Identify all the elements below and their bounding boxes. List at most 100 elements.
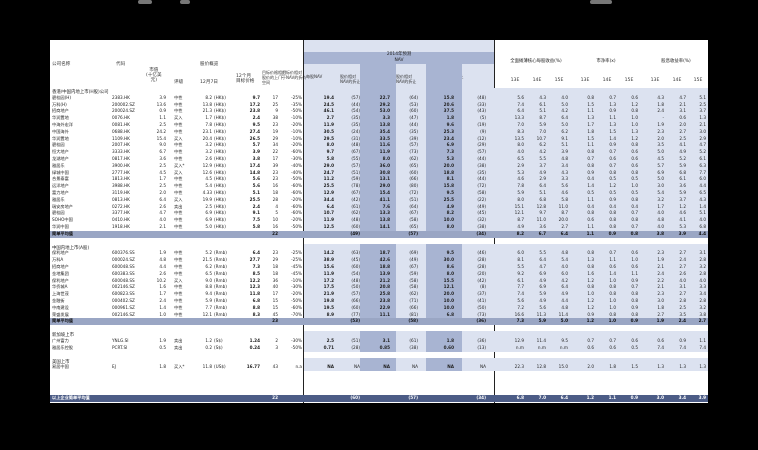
table-cell: 4.9 bbox=[539, 169, 546, 175]
table-cell: 600383.SS bbox=[112, 270, 135, 276]
table-cell: 0.7 bbox=[609, 94, 616, 100]
table-cell: 3.5 bbox=[679, 311, 686, 317]
table-cell: 14.1 bbox=[379, 224, 390, 229]
table-cell: (19) bbox=[477, 122, 486, 127]
table-cell: 1109.HK bbox=[112, 135, 130, 141]
table-cell: (58) bbox=[409, 277, 418, 283]
table-cell: 15.1 bbox=[514, 203, 524, 209]
table-cell: 5.8 bbox=[326, 156, 334, 161]
table-cell: 12.3 bbox=[249, 284, 260, 290]
table-cell: 13.5 bbox=[514, 135, 524, 141]
average-value: 6.8 bbox=[516, 395, 524, 400]
table-cell: (35) bbox=[409, 128, 418, 134]
table-cell: 5.4 bbox=[205, 183, 212, 189]
table-cell: 10.7 bbox=[323, 210, 334, 216]
table-cell: 11.9 bbox=[323, 270, 334, 276]
table-cell: (51) bbox=[351, 169, 360, 175]
table-cell: 华润置地 bbox=[52, 135, 69, 141]
table-cell: -10% bbox=[291, 128, 302, 134]
table-cell: 16.6 bbox=[514, 311, 524, 317]
year-header: 13E bbox=[650, 78, 660, 83]
table-cell: 1.24 bbox=[249, 338, 260, 343]
rating-header: 评级 bbox=[174, 80, 184, 85]
table-cell: PCRT.SI bbox=[112, 344, 128, 350]
table-cell: 4.0 bbox=[657, 210, 664, 216]
table-cell: 1.0 bbox=[609, 304, 616, 310]
table-cell: 6.0 bbox=[517, 250, 524, 256]
table-cell: 0.5 bbox=[609, 176, 616, 182]
section-1-nav-shade bbox=[304, 243, 494, 319]
table-cell: 24.5 bbox=[323, 101, 334, 107]
table-cell: 0.7 bbox=[609, 162, 616, 168]
table-cell: 23.1 bbox=[202, 128, 212, 134]
table-cell: 4.3 bbox=[539, 94, 546, 100]
table-cell: 25.5 bbox=[249, 196, 260, 202]
average-row-bar bbox=[50, 395, 708, 402]
table-cell: 19.5 bbox=[323, 304, 334, 310]
table-cell: YNLG.SI bbox=[112, 338, 129, 343]
average-nav-discount: (60) bbox=[350, 395, 360, 400]
table-cell: 5.9 bbox=[679, 162, 686, 168]
table-cell: 5.3 bbox=[679, 224, 686, 229]
table-cell: 荣盛发展 bbox=[52, 311, 69, 317]
table-cell: 4.9 bbox=[561, 291, 568, 297]
table-cell: 5.4 bbox=[561, 257, 568, 263]
table-cell: 0.9 bbox=[587, 311, 594, 317]
table-cell: 18 bbox=[272, 270, 278, 276]
table-cell: (HK$) bbox=[214, 94, 226, 100]
table-cell: 0.8 bbox=[609, 224, 616, 229]
average-row-bar bbox=[50, 230, 708, 238]
nav-discount-header: 股价相对 NAV的折让 bbox=[340, 74, 361, 84]
table-cell: 6.1 bbox=[539, 101, 546, 107]
table-cell: 5 bbox=[275, 210, 278, 216]
table-cell: 16.77 bbox=[246, 364, 260, 370]
table-cell: 0.60 bbox=[443, 344, 454, 350]
table-cell: 2.4 bbox=[657, 108, 664, 114]
table-cell: 13.1 bbox=[379, 176, 390, 182]
average-fd-nav-discount: (57) bbox=[408, 395, 418, 400]
section-3-right-shade bbox=[494, 357, 708, 372]
table-cell: 18 bbox=[272, 264, 278, 269]
average-value: 1.2 bbox=[586, 318, 594, 324]
table-cell: 9.7 bbox=[326, 149, 334, 155]
table-cell: 0.7 bbox=[587, 156, 594, 161]
table-cell: 8.1 bbox=[517, 257, 524, 263]
table-cell: 中性 bbox=[174, 224, 183, 229]
table-cell: 2.2 bbox=[657, 277, 664, 283]
table-cell: 27.7 bbox=[249, 257, 260, 263]
table-cell: 0688.HK bbox=[112, 128, 130, 134]
table-cell: 0.7 bbox=[609, 149, 616, 155]
table-cell: 2.8 bbox=[699, 298, 706, 303]
table-cell: 5.5 bbox=[517, 264, 524, 269]
table-cell: -50% bbox=[291, 298, 302, 303]
table-cell: (57) bbox=[477, 149, 486, 155]
table-cell: 1.1 bbox=[609, 115, 616, 121]
table-cell: 6.2 bbox=[539, 142, 546, 148]
table-cell: 4.9 bbox=[539, 277, 546, 283]
table-cell: (Rmb) bbox=[214, 284, 227, 290]
table-cell: -20% bbox=[291, 142, 302, 148]
table-cell: 4.6 bbox=[561, 190, 568, 195]
table-cell: 中性 bbox=[174, 122, 183, 127]
table-cell: 买入 bbox=[174, 115, 183, 121]
table-cell: 2.8 bbox=[699, 257, 706, 263]
table-cell: 7.6 bbox=[382, 203, 390, 209]
table-cell: 7.4 bbox=[657, 344, 664, 350]
table-cell: 1.8 bbox=[446, 115, 454, 121]
table-cell: 7.0 bbox=[517, 122, 524, 127]
table-cell: 2.1 bbox=[657, 264, 664, 269]
table-cell: (65) bbox=[409, 224, 418, 229]
average-value: 6.4 bbox=[560, 230, 568, 236]
table-cell: (HK$) bbox=[214, 183, 226, 189]
table-cell: 2.4 bbox=[657, 270, 664, 276]
average-value: 4.4 bbox=[698, 230, 706, 236]
table-cell: 卖出 bbox=[174, 344, 183, 350]
table-cell: 中性 bbox=[174, 217, 183, 223]
table-cell: 8.0 bbox=[326, 142, 334, 148]
table-cell: 29.2 bbox=[379, 101, 390, 107]
table-cell: 8.0 bbox=[446, 270, 454, 276]
table-cell: 33.5 bbox=[379, 135, 390, 141]
table-cell: (Rmb) bbox=[214, 304, 227, 310]
section-1-fdnav-shade bbox=[360, 243, 396, 319]
table-cell: 18.8 bbox=[379, 264, 390, 269]
